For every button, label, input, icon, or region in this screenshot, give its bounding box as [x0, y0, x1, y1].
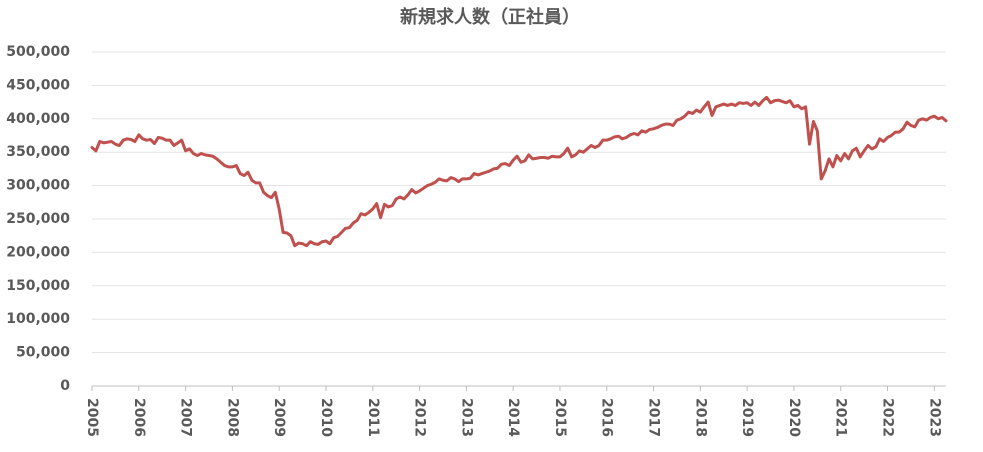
y-tick-label: 350,000	[6, 144, 70, 160]
y-tick-label: 300,000	[6, 178, 70, 194]
y-tick-label: 100,000	[6, 311, 70, 327]
x-tick-label: 2009	[271, 398, 287, 437]
line-series	[90, 95, 948, 248]
x-tick-label: 2019	[739, 398, 755, 437]
x-tick-label: 2011	[365, 398, 381, 437]
x-tick-label: 2007	[178, 398, 194, 437]
x-tick-label: 2008	[224, 398, 240, 437]
x-tick-label: 2022	[880, 398, 896, 437]
x-tick-label: 2014	[505, 398, 521, 437]
x-tick-label: 2012	[412, 398, 428, 437]
x-tick-label: 2021	[833, 398, 849, 437]
y-tick-label: 450,000	[6, 77, 70, 93]
y-tick-label: 0	[60, 378, 70, 394]
x-tick-label: 2015	[552, 398, 568, 437]
x-tick-label: 2010	[318, 398, 334, 437]
y-tick-label: 50,000	[16, 345, 70, 361]
chart-title: 新規求人数（正社員）	[400, 6, 580, 28]
x-tick-label: 2020	[786, 398, 802, 437]
y-tick-label: 500,000	[6, 44, 70, 60]
x-tick-label: 2006	[131, 398, 147, 437]
x-tick-label: 2023	[926, 398, 942, 437]
x-tick-label: 2013	[458, 398, 474, 437]
x-tick-label: 2018	[692, 398, 708, 437]
x-tick-label: 2005	[84, 398, 100, 437]
x-tick-label: 2016	[599, 398, 615, 437]
y-tick-label: 250,000	[6, 211, 70, 227]
y-tick-label: 400,000	[6, 111, 70, 127]
x-tick-label: 2017	[646, 398, 662, 437]
y-tick-label: 150,000	[6, 278, 70, 294]
y-tick-label: 200,000	[6, 244, 70, 260]
